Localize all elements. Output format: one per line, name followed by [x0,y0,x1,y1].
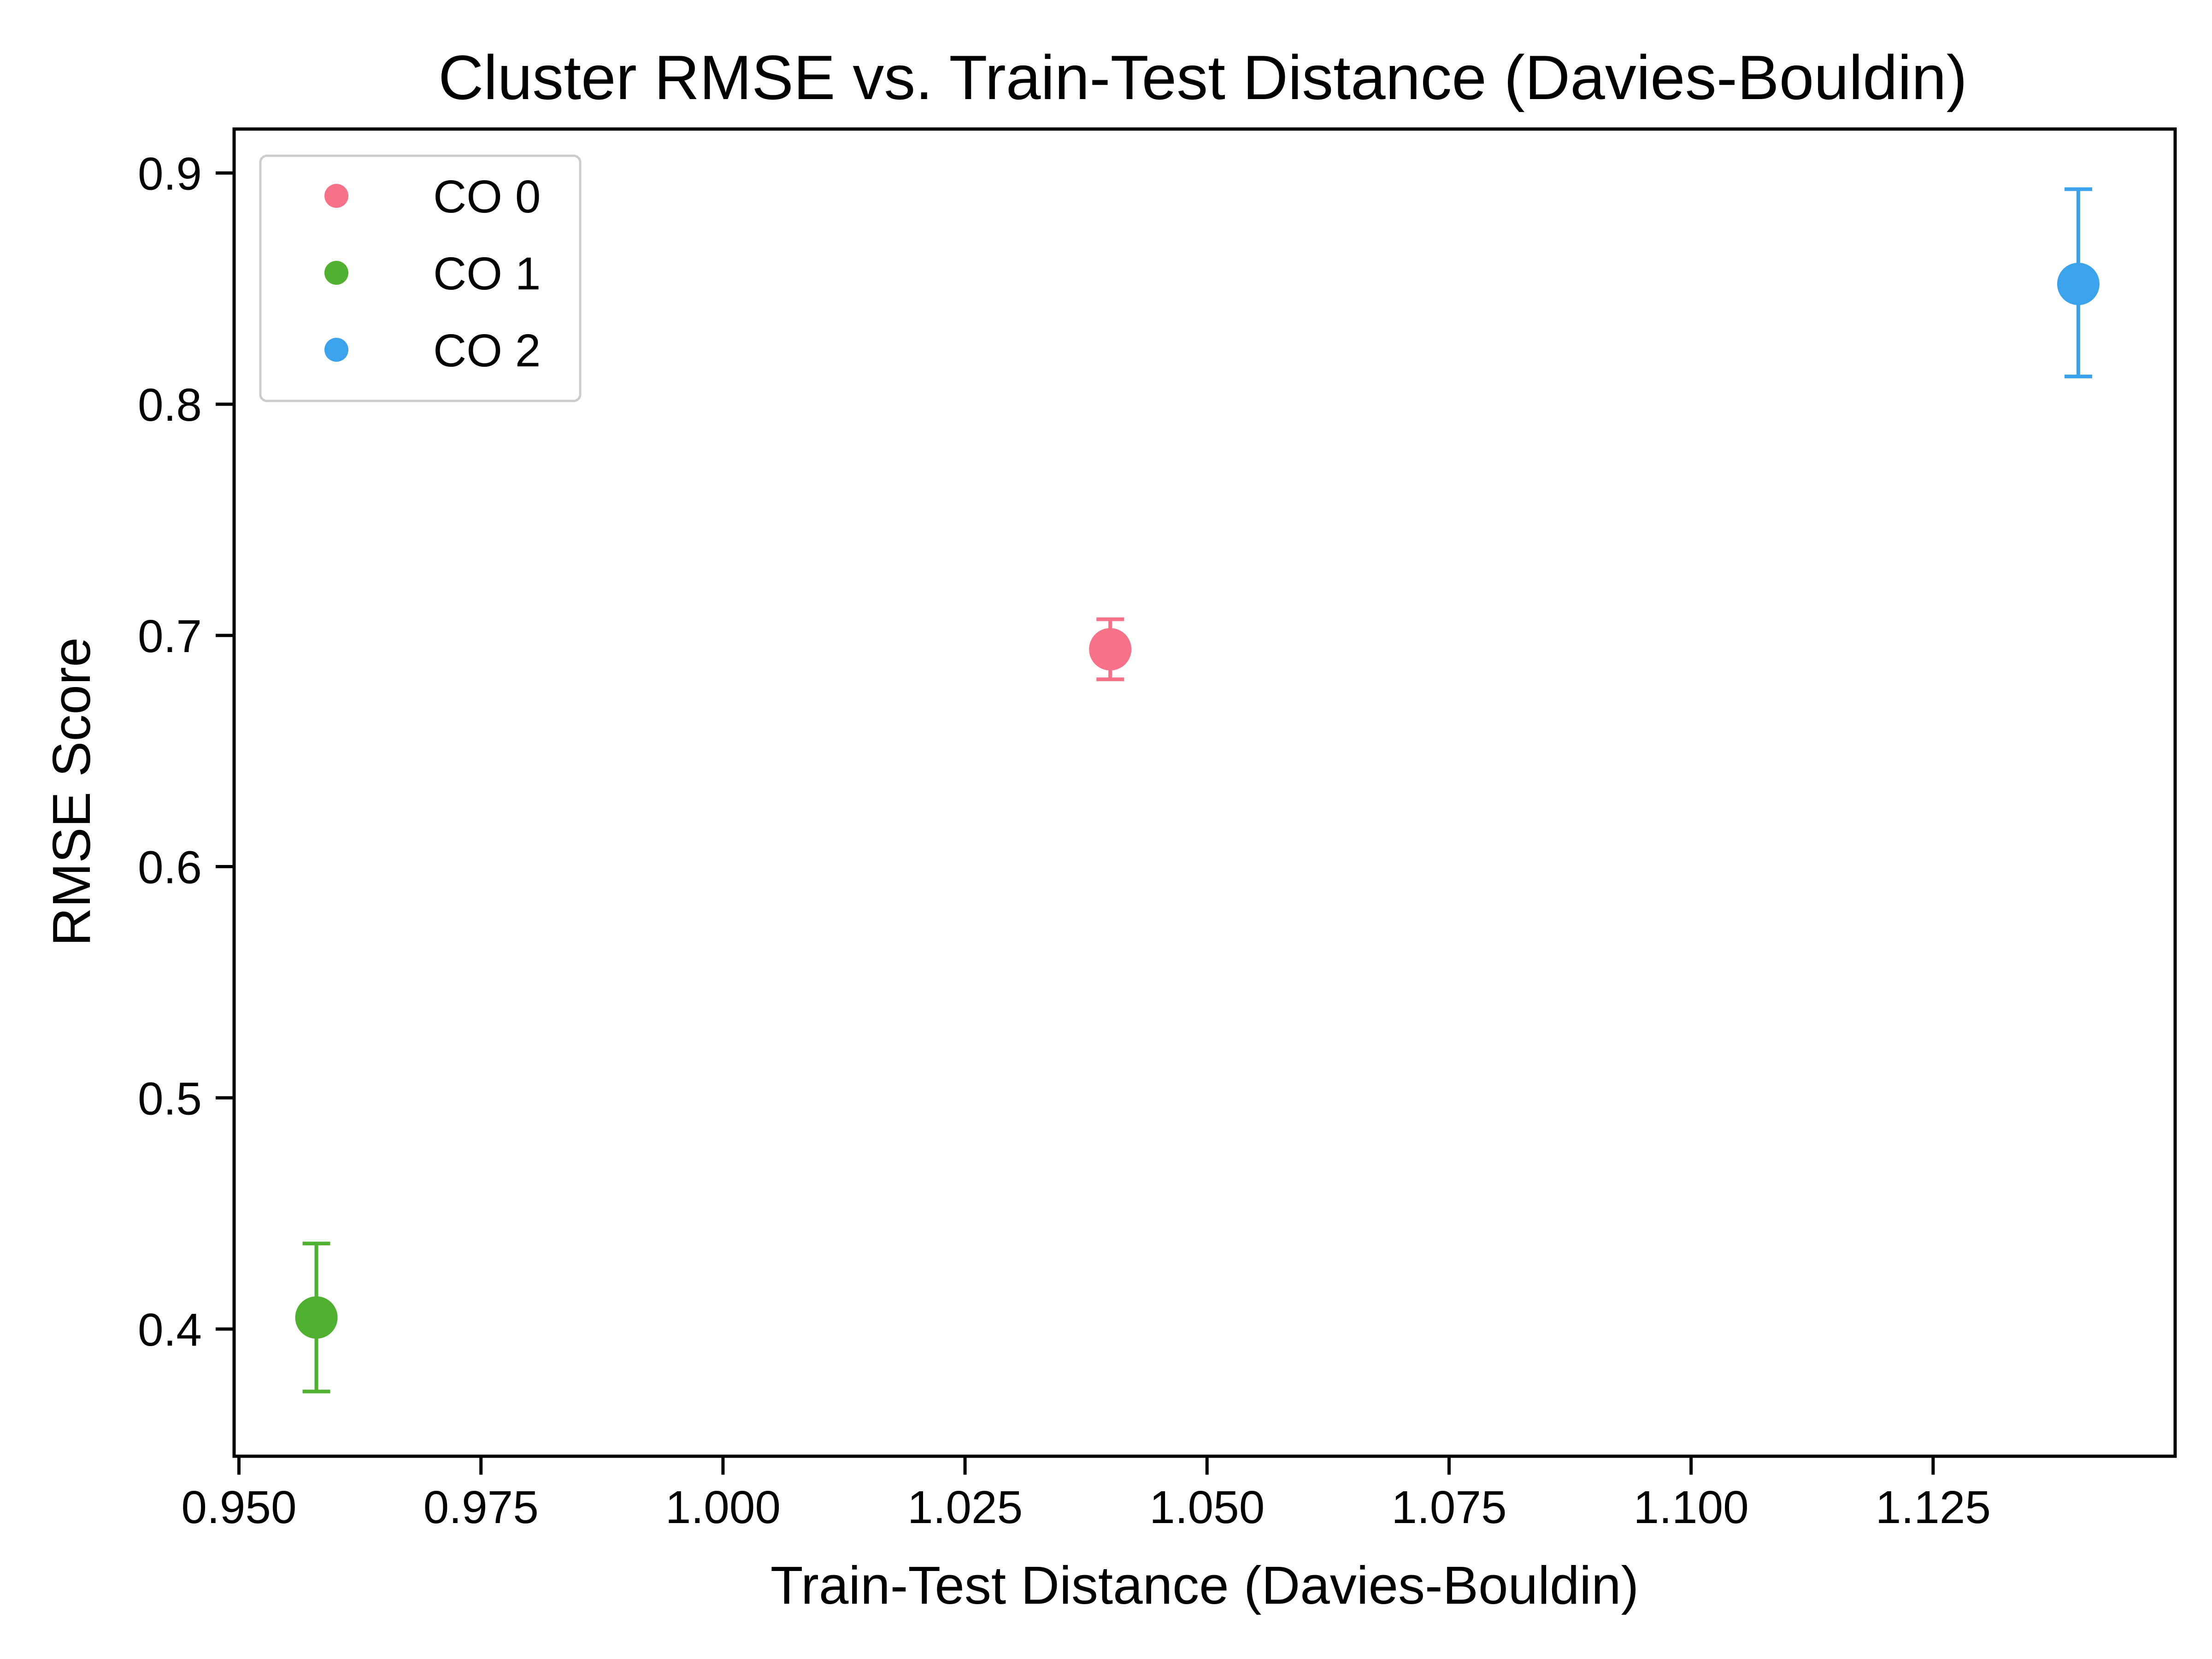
data-point [2057,263,2100,306]
legend-label: CO 0 [433,171,541,223]
legend-marker [324,184,348,208]
y-axis: 0.4 0.5 0.6 0.7 0.8 0.9 [138,148,234,1356]
y-tick-label: 0.4 [138,1304,202,1356]
plot-frame [232,127,2177,1458]
x-tick-label: 0.975 [424,1482,539,1533]
legend-label: CO 2 [433,325,541,377]
x-tick-label: 1.050 [1149,1482,1265,1533]
legend-marker [324,261,348,285]
legend: CO 0 CO 1 CO 2 [259,154,582,402]
data-point [1089,628,1132,671]
chart-title: Cluster RMSE vs. Train-Test Distance (Da… [438,42,1967,112]
x-tick-label: 1.125 [1876,1482,1991,1533]
y-tick-label: 0.8 [138,379,202,431]
plot-area [232,127,2177,1458]
y-axis-label: RMSE Score [41,637,101,946]
y-tick-label: 0.7 [138,611,202,662]
x-tick-label: 1.100 [1634,1482,1749,1533]
y-tick-label: 0.5 [138,1073,202,1124]
series-co-1 [295,1241,338,1394]
x-axis-label: Train-Test Distance (Davies-Bouldin) [771,1555,1639,1615]
series-co-0 [1089,617,1132,682]
data-point [295,1296,338,1339]
x-tick-label: 1.000 [665,1482,781,1533]
x-tick-label: 0.950 [181,1482,296,1533]
series-layer [295,187,2100,1394]
legend-marker [324,338,348,362]
y-tick-label: 0.6 [138,842,202,894]
series-co-2 [2057,187,2100,378]
x-axis: 0.950 0.975 1.000 1.025 1.050 1.075 1.100 1.125 [181,1456,1991,1533]
x-tick-label: 1.025 [907,1482,1023,1533]
x-tick-label: 1.075 [1391,1482,1506,1533]
legend-label: CO 1 [433,248,541,300]
y-tick-label: 0.9 [138,148,202,200]
